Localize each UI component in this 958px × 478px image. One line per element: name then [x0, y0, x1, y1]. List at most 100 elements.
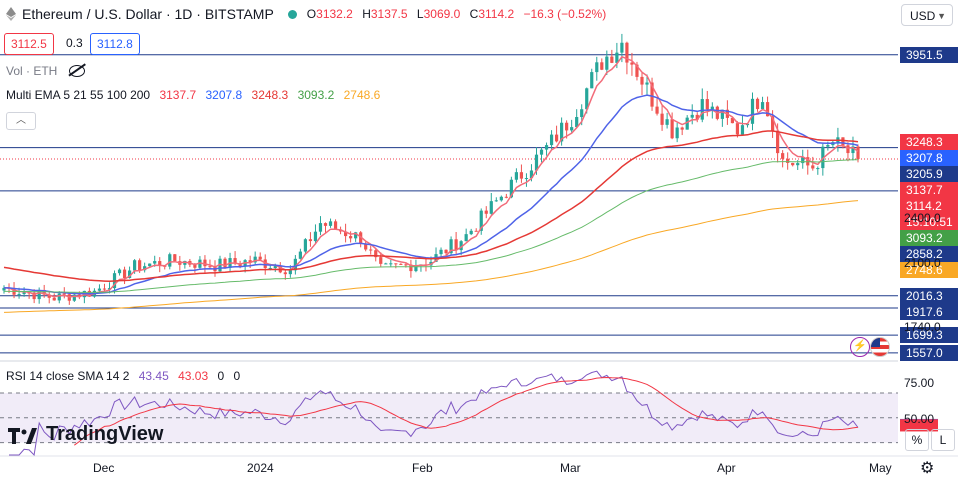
- settings-gear-icon[interactable]: ⚙: [920, 460, 935, 477]
- candle-body: [27, 292, 31, 294]
- candle-body: [148, 263, 152, 267]
- change-value: −16.3 (−0.52%): [523, 7, 607, 21]
- low-value: 3069.0: [423, 7, 461, 21]
- price-tick: 2400.0: [904, 211, 941, 225]
- candle-body: [645, 82, 649, 85]
- candle-body: [791, 162, 795, 166]
- candle-body: [710, 106, 714, 110]
- candle-body: [469, 230, 473, 235]
- candle-body: [293, 258, 297, 271]
- rsi-value: 43.45: [138, 369, 169, 383]
- candle-body: [554, 134, 559, 142]
- high-value: 3137.5: [370, 7, 408, 21]
- rsi-legend[interactable]: RSI 14 close SMA 14 2 43.45 43.03 0 0: [6, 369, 240, 383]
- volume-legend[interactable]: Vol · ETH: [6, 64, 85, 78]
- candle-body: [625, 42, 629, 63]
- candle-body: [650, 82, 654, 107]
- candle-body: [740, 125, 745, 135]
- candle-body: [328, 221, 333, 226]
- candle-body: [760, 102, 765, 110]
- rsi-title: RSI 14 close SMA 14 2: [6, 369, 130, 383]
- open-value: 3132.2: [316, 7, 353, 21]
- ema-55-line: [3, 130, 859, 283]
- candle-body: [17, 294, 21, 296]
- candle-body: [620, 42, 624, 53]
- candle-body: [735, 123, 740, 135]
- price-tick: 1740.0: [904, 320, 941, 334]
- candle-body: [534, 154, 539, 171]
- ema-100-value: 3093.2: [297, 88, 335, 102]
- candle-body: [263, 259, 267, 269]
- candle-body: [354, 232, 358, 239]
- spread-value: 0.3: [66, 36, 83, 50]
- log-scale-button[interactable]: L: [931, 429, 955, 451]
- candle-body: [595, 62, 599, 73]
- price-axis-tag: 2748.6: [900, 262, 958, 279]
- buy-price-button[interactable]: 3112.8: [90, 33, 140, 55]
- price-axis-tag: 2016.3: [900, 287, 958, 304]
- currency-selector[interactable]: USD ▼: [901, 4, 953, 26]
- rsi-sma-line: [74, 376, 859, 446]
- candle-body: [454, 239, 458, 251]
- candle-body: [580, 109, 584, 118]
- volume-label: Vol · ETH: [6, 64, 58, 78]
- candle-body: [665, 119, 669, 125]
- candle-body: [364, 243, 368, 250]
- candle-body: [37, 289, 41, 300]
- candle-body: [615, 52, 619, 63]
- flag-canton: [871, 338, 880, 347]
- candle-body: [374, 250, 378, 258]
- price-axis-tag: 15:10:51: [900, 214, 958, 231]
- candle-body: [851, 146, 855, 154]
- candle-body: [801, 157, 805, 164]
- candle-body: [655, 106, 659, 114]
- symbol-title[interactable]: Ethereum / U.S. Dollar · 1D · BITSTAMP: [22, 6, 274, 22]
- candle-body: [565, 122, 569, 131]
- rsi-axis-tag: [900, 419, 938, 432]
- candle-body: [449, 239, 453, 254]
- us-flag-icon[interactable]: [870, 337, 890, 357]
- hidden-eye-icon[interactable]: [68, 65, 85, 77]
- candle-body: [730, 117, 735, 124]
- rsi-tick: 50.00: [904, 412, 935, 426]
- rsi-extra-value-2: 0: [233, 369, 241, 383]
- lightning-icon[interactable]: ⚡: [850, 337, 870, 357]
- candle-body: [122, 269, 127, 279]
- low-label: L: [416, 7, 424, 21]
- candle-body: [253, 256, 257, 263]
- price-axis-tag: 2858.2: [900, 246, 958, 263]
- candle-body: [283, 272, 287, 275]
- candle-body: [409, 264, 413, 272]
- tradingview-logo-text: TradingView: [46, 423, 164, 445]
- candle-body: [203, 259, 207, 267]
- ema-legend[interactable]: Multi EMA 5 21 55 100 200 3137.7 3207.8 …: [6, 88, 380, 102]
- candle-body: [127, 270, 132, 279]
- chart-header: Ethereum / U.S. Dollar · 1D · BITSTAMP O…: [6, 6, 612, 22]
- candle-body: [765, 102, 770, 117]
- candle-body: [539, 149, 544, 155]
- currency-label: USD: [910, 9, 936, 23]
- candle-body: [474, 230, 478, 232]
- candle-body: [193, 264, 197, 268]
- time-tick: Mar: [560, 461, 581, 475]
- tradingview-logo[interactable]: TradingView: [8, 423, 163, 446]
- percent-scale-button[interactable]: %: [905, 429, 929, 451]
- time-tick: Dec: [93, 461, 115, 475]
- time-tick: Feb: [412, 461, 433, 475]
- collapse-legend-button[interactable]: ︿: [6, 112, 36, 130]
- candle-body: [610, 56, 614, 63]
- ema-5-line: [4, 55, 859, 298]
- candle-body: [97, 288, 102, 291]
- candle-body: [2, 287, 6, 291]
- candle-body: [524, 178, 529, 180]
- price-tick: 2100.0: [904, 256, 941, 270]
- tradingview-logo-icon: [8, 427, 38, 444]
- candle-body: [138, 260, 142, 271]
- open-label: O: [306, 7, 317, 21]
- candle-body: [504, 196, 508, 198]
- candle-body: [786, 158, 790, 163]
- candle-body: [846, 145, 850, 154]
- sell-price-button[interactable]: 3112.5: [4, 33, 54, 55]
- candle-body: [630, 62, 634, 65]
